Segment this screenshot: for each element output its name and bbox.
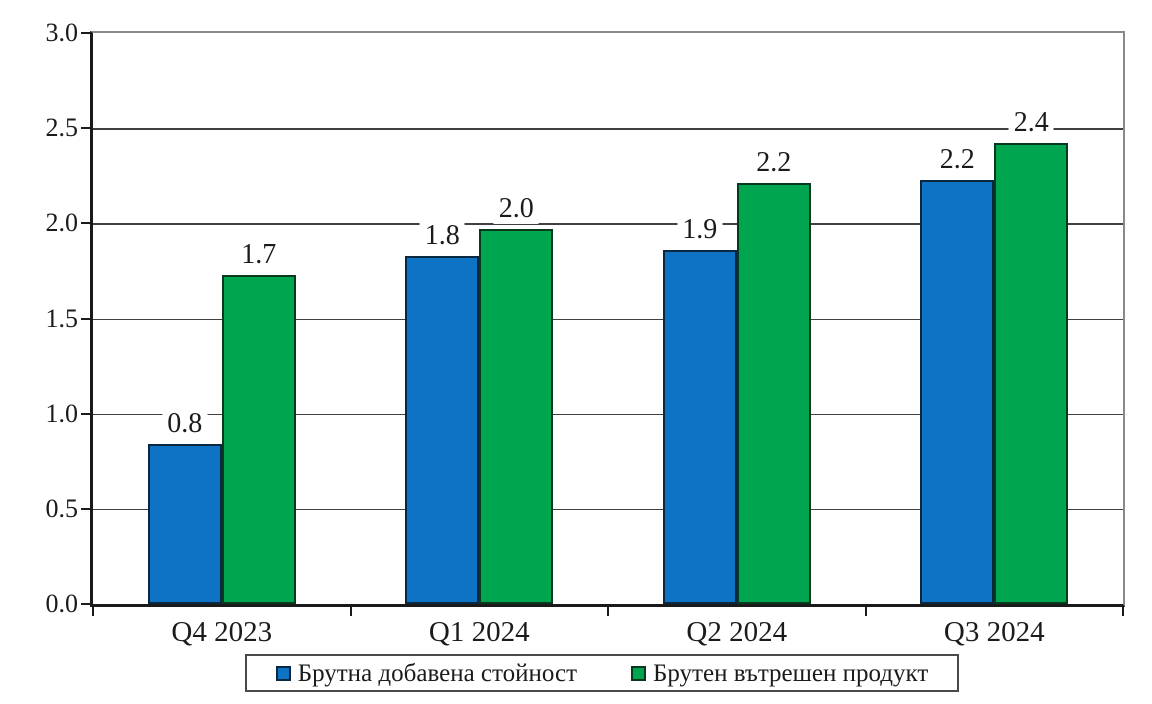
bar-series2-q3-2024 [994,143,1069,604]
y-tick [81,32,90,34]
bar-series1-q1-2024 [405,255,480,604]
y-axis-label: 1.0 [45,398,79,428]
bar-value-label: 2.0 [493,194,539,225]
x-tick [607,607,609,616]
y-tick [81,127,90,130]
legend-label: Брутен вътрешен продукт [653,659,929,687]
legend-item-series2: Брутен вътрешен продукт [631,661,928,686]
bar-value-label: 2.2 [751,148,797,179]
legend-label: Брутна добавена стойност [297,659,578,687]
y-axis-label: 1.5 [45,303,79,333]
x-tick [864,607,867,616]
bar-value-label: 2.4 [1008,108,1054,139]
bar-series2-q2-2024 [736,183,811,604]
y-axis-label: 2.5 [45,113,79,143]
legend-marker-icon [275,665,291,681]
x-axis-label-q2-2024: Q2 2024 [686,616,788,648]
bar-series2-q1-2024 [479,229,554,604]
gridline [93,413,1123,416]
y-tick [81,507,90,510]
y-tick [81,222,90,225]
bar-series1-q2-2024 [662,249,737,604]
y-axis-label: 2.0 [45,208,79,238]
x-tick [1122,607,1124,616]
bar-series1-q4-2023 [147,444,222,604]
bar-series2-q4-2023 [221,274,296,604]
bar-value-label: 2.2 [934,144,980,175]
legend: Брутна добавена стойност Брутен вътрешен … [245,654,959,692]
legend-item-series1: Брутна добавена стойност [275,659,578,687]
bar-value-label: 0.8 [162,409,208,440]
y-tick [81,603,90,605]
gridline [93,128,1123,130]
bar-series1-q3-2024 [920,179,995,604]
x-axis-label-q1-2024: Q1 2024 [428,616,530,648]
gridline [93,508,1123,511]
y-axis-label: 0.0 [45,589,79,618]
plot-area: 0.8 1.8 1.9 2.2 1.7 2.0 2.2 2.4 [90,31,1125,607]
y-axis-label: 3.0 [45,18,79,47]
x-axis-label-q3-2024: Q3 2024 [943,616,1045,648]
gridline [93,318,1123,320]
bar-value-label: 1.8 [419,220,465,251]
x-tick [92,607,94,616]
gridline [93,223,1123,225]
legend-marker-icon [631,665,647,681]
bar-value-label: 1.9 [677,214,723,245]
y-tick [81,412,90,415]
x-axis-label-q4-2023: Q4 2023 [171,616,273,648]
y-tick [81,317,90,320]
y-axis-label: 0.5 [45,493,79,523]
bar-value-label: 1.7 [236,239,282,270]
x-tick [349,607,352,616]
